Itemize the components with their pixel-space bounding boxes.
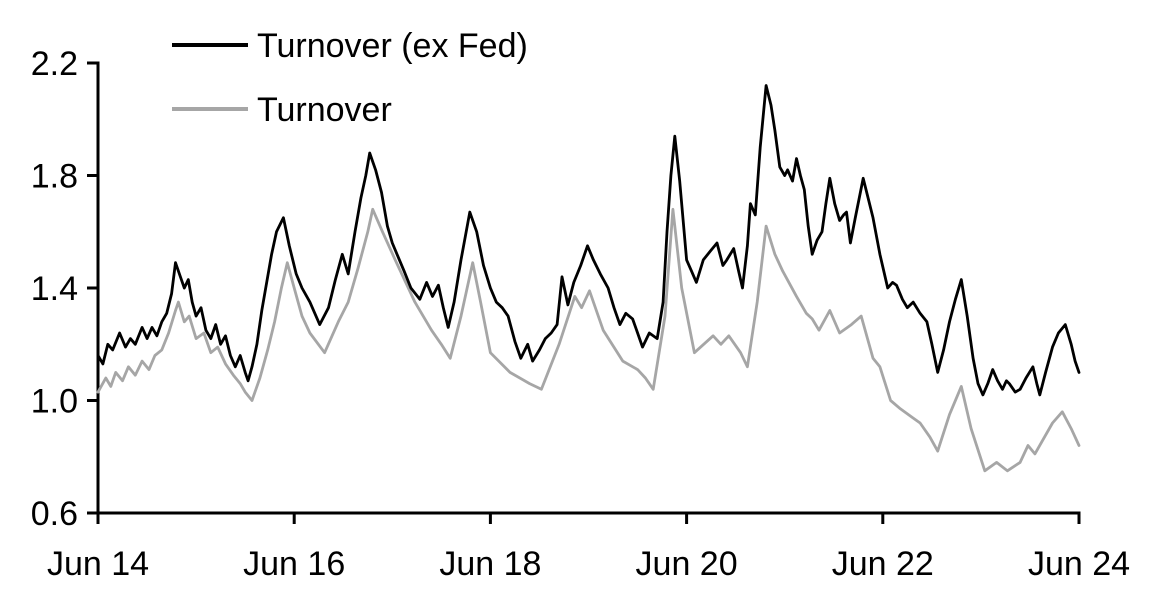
x-ticks xyxy=(96,513,1081,524)
y-tick-label: 1.8 xyxy=(31,158,78,196)
y-tick-label: 2.2 xyxy=(31,45,78,83)
y-ticks xyxy=(87,61,98,515)
y-tick-label: 1.0 xyxy=(31,383,78,421)
y-tick-label: 1.4 xyxy=(31,270,78,308)
legend: Turnover (ex Fed) Turnover xyxy=(172,27,528,129)
x-tick-label: Jun 14 xyxy=(47,545,149,583)
y-axis: 0.6 1.0 1.4 1.8 2.2 xyxy=(31,45,100,533)
x-tick-labels: Jun 14 Jun 16 Jun 18 Jun 20 Jun 22 Jun 24 xyxy=(47,545,1130,583)
x-tick-label: Jun 18 xyxy=(439,545,541,583)
x-axis: Jun 14 Jun 16 Jun 18 Jun 20 Jun 22 Jun 24 xyxy=(47,511,1130,583)
x-tick-label: Jun 22 xyxy=(832,545,934,583)
x-tick-label: Jun 20 xyxy=(636,545,738,583)
y-tick-labels: 0.6 1.0 1.4 1.8 2.2 xyxy=(31,45,78,533)
turnover-ex-fed-line xyxy=(96,84,1081,397)
x-tick-label: Jun 16 xyxy=(243,545,345,583)
plot-area xyxy=(96,84,1081,473)
x-tick-label: Jun 24 xyxy=(1028,545,1130,583)
turnover-line xyxy=(96,207,1081,473)
legend-label-turnover: Turnover xyxy=(257,91,392,129)
y-tick-label: 0.6 xyxy=(31,495,78,533)
legend-label-turnover-ex-fed: Turnover (ex Fed) xyxy=(257,27,528,65)
